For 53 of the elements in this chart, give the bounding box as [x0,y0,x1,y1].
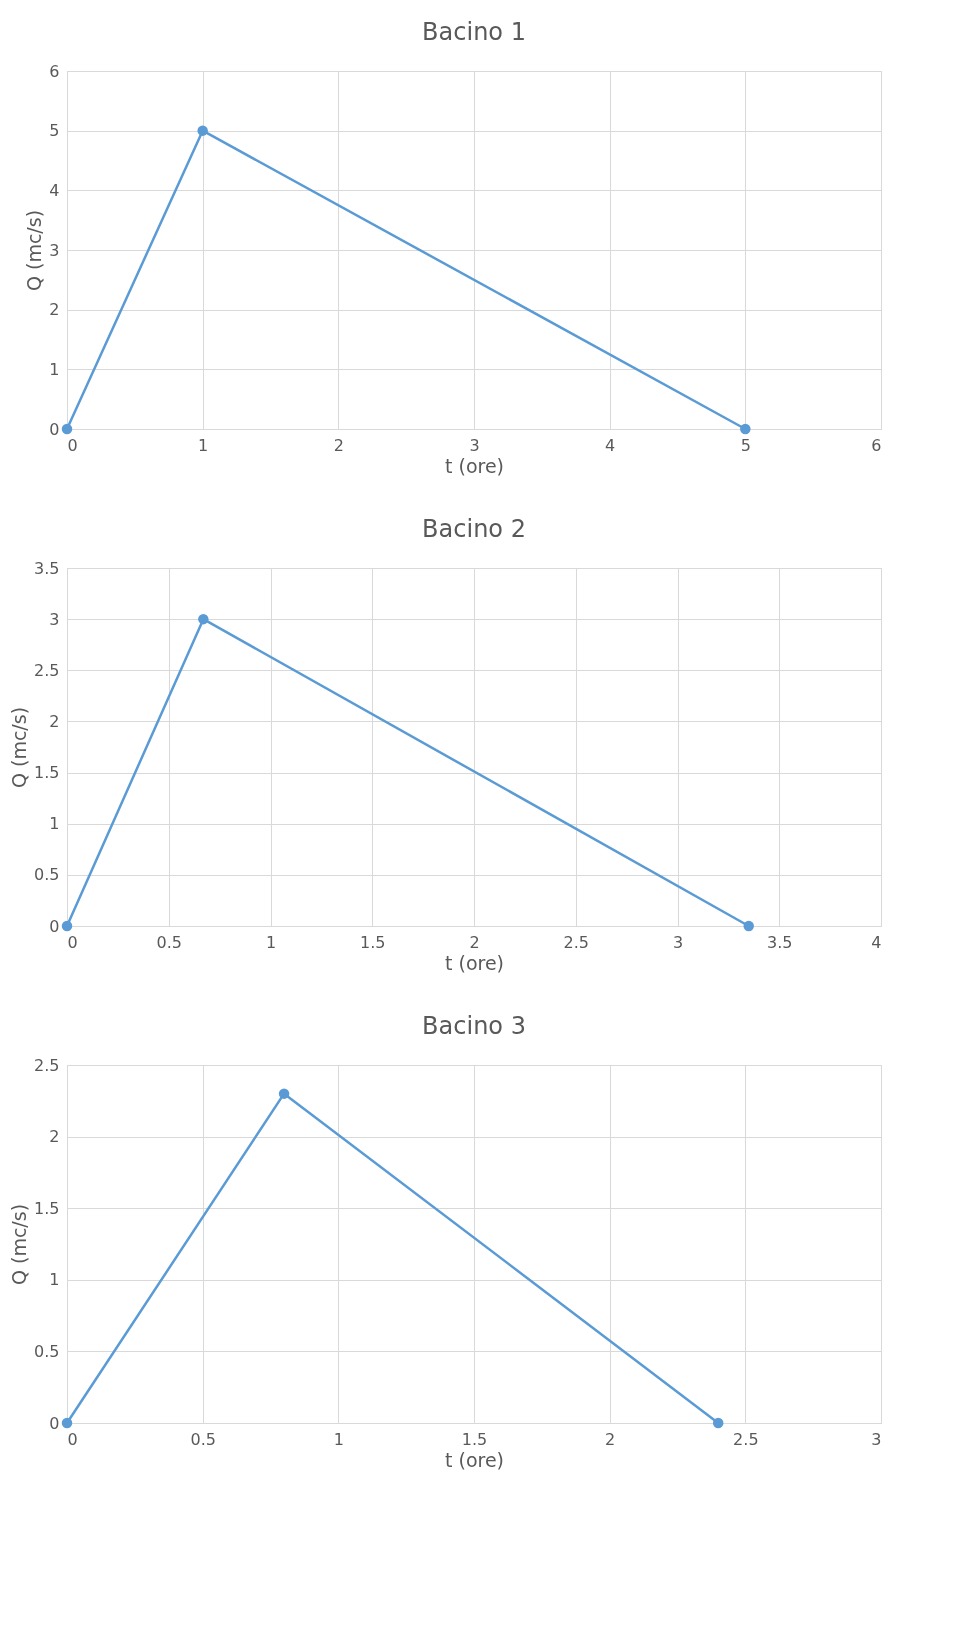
y-tick-label: 0 [49,916,60,936]
y-tick-label: 2.5 [34,1055,60,1075]
x-tick-label: 5 [740,435,751,455]
y-tick-label: 3 [49,240,60,260]
y-tick-label: 2 [49,711,60,731]
x-tick-label: 1.5 [461,1429,488,1449]
y-tick-label: 0.5 [34,865,60,885]
x-tick-label: 0 [67,1429,78,1449]
x-tick-label: 4 [871,932,882,952]
y-tick-label: 3 [49,609,60,629]
y-tick-label: 1 [49,1270,60,1290]
y-tick-label: 1 [49,359,60,379]
x-tick-label: 0 [67,932,78,952]
chart-title: Bacino 1 [422,18,526,46]
y-tick-label: 5 [49,121,60,141]
x-tick-label: 3 [469,435,480,455]
x-tick-label: 3 [672,932,684,952]
x-tick-label: 0.5 [156,932,182,952]
y-tick-label: 1.5 [34,1198,60,1218]
y-tick-label: 0.5 [34,1341,60,1361]
x-tick-label: 3.5 [767,932,793,952]
x-tick-label: 1 [333,1429,344,1449]
y-tick-label: 2 [49,1127,60,1147]
y-tick-label: 0 [49,1413,60,1433]
x-tick-label: 1 [265,932,277,952]
x-tick-label: 6 [871,435,882,455]
y-tick-label: 3.5 [34,558,60,578]
y-tick-label: 2 [49,300,60,320]
chart-title: Bacino 2 [422,515,526,543]
chart-title: Bacino 3 [422,1012,526,1040]
x-tick-label: 0 [67,435,78,455]
y-tick-label: 4 [49,180,60,200]
y-tick-label: 6 [49,61,60,81]
x-tick-label: 1 [198,435,209,455]
y-tick-label: 1 [49,814,60,834]
x-tick-label: 4 [605,435,616,455]
x-axis-title: t (ore) [444,951,505,974]
x-tick-label: 2.5 [733,1429,759,1449]
y-tick-label: 1.5 [34,763,60,783]
y-tick-label: 2.5 [34,660,60,680]
y-axis-title: Q (mc/s) [23,209,46,292]
x-tick-label: 2 [469,932,480,952]
x-tick-label: 2 [333,435,344,455]
x-tick-label: 2 [605,1429,616,1449]
y-tick-label: 0 [49,419,60,439]
x-axis-title: t (ore) [444,1448,505,1471]
y-axis-title: Q (mc/s) [8,1203,31,1286]
x-axis-title: t (ore) [444,454,505,477]
y-axis-title: Q (mc/s) [8,706,31,789]
x-tick-label: 3 [871,1429,882,1449]
x-tick-label: 1.5 [360,932,386,952]
x-tick-label: 0.5 [190,1429,216,1449]
x-tick-label: 2.5 [563,932,589,952]
